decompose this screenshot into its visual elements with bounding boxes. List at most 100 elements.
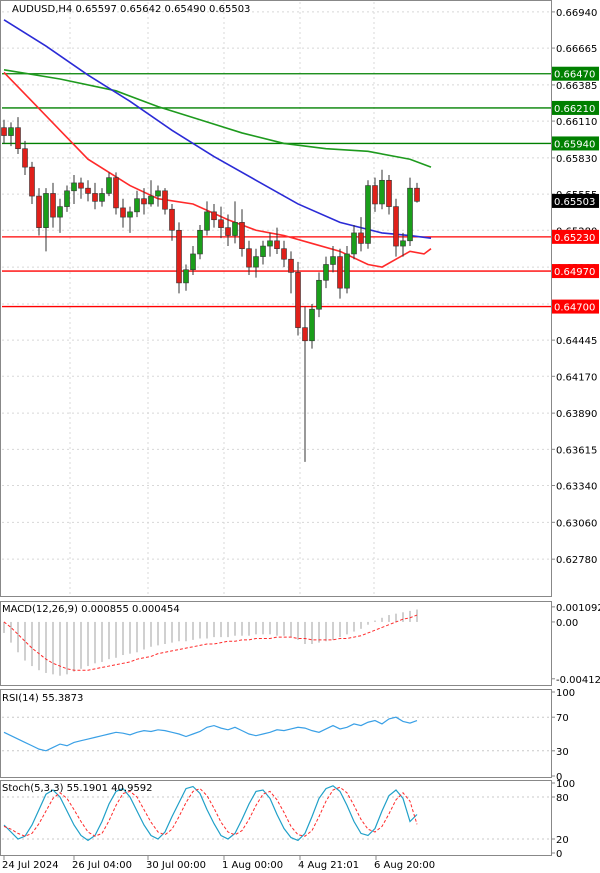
price-tick-label: 0.63615 [556, 445, 597, 456]
candle-body-down [274, 240, 280, 249]
candle-body-down [295, 272, 301, 328]
rsi-panel: 100 70 30 0 [2, 688, 575, 783]
price-tick-label: 0.66940 [556, 8, 597, 19]
candle-body-up [155, 190, 161, 197]
candle-body-down [120, 207, 126, 218]
horizontal-levels: 0.66470 0.66210 0.65940 0.65230 0.64970 0.647… [2, 66, 599, 314]
candle-body-up [197, 229, 203, 255]
level-label-box [552, 136, 599, 151]
candle-body-down [15, 127, 21, 150]
stoch-k-line [3, 785, 418, 842]
candle-body-down [218, 219, 224, 228]
candle-body-up [351, 232, 357, 255]
stoch-panel: 100 80 20 0 [2, 779, 575, 860]
candle-body-up [400, 240, 406, 247]
candle-body-down [36, 195, 42, 228]
price-panel-frame [0, 0, 552, 597]
level-label-box [552, 264, 599, 279]
candle-body-up [8, 127, 14, 136]
level-label: 0.66470 [554, 70, 595, 81]
candle-body-down [239, 222, 245, 249]
candle-body-down [414, 187, 420, 202]
candle-body-down [113, 177, 119, 209]
candle-body-up [190, 253, 196, 271]
price-axis-ticks: 0.66940 0.66665 0.66385 0.66110 0.65830 0.655… [551, 8, 597, 566]
candle-body-down [386, 179, 392, 207]
panel-tick-label: 0 [556, 772, 562, 783]
rsi-header: RSI(14) 55.3873 [2, 693, 83, 704]
candle-body-up [127, 211, 133, 218]
current-price-box [552, 193, 599, 208]
level-label-box [552, 299, 599, 314]
macd-header: MACD(12,26,9) 0.000855 0.000454 [2, 604, 180, 615]
candle-body-up [330, 256, 336, 265]
candle-body-up [407, 187, 413, 242]
panel-tick-label: 100 [556, 779, 575, 790]
stoch-header: Stoch(5,3,3) 55.1901 40.9592 [2, 783, 153, 794]
level-label: 0.64970 [554, 267, 595, 278]
candle-body-down [169, 208, 175, 231]
candle-body-down [281, 248, 287, 260]
level-label-box [552, 66, 599, 81]
panel-tick-label: 0.001092 [556, 603, 600, 614]
time-tick-label: 1 Aug 00:00 [222, 860, 283, 871]
candle-body-up [344, 253, 350, 289]
panel-tick-label: 80 [556, 793, 569, 804]
blue-ma-line [3, 19, 432, 239]
candle-body-up [267, 240, 273, 247]
panel-tick-label: 100 [556, 688, 575, 699]
candle-body-down [92, 193, 98, 202]
level-label: 0.65940 [554, 139, 595, 150]
candle-body-up [260, 245, 266, 257]
panel-tick-label: 70 [556, 713, 569, 724]
time-tick-label: 6 Aug 20:00 [374, 860, 435, 871]
candle-body-down [393, 206, 399, 247]
symbol-header: AUDUSD,H4 0.65597 0.65642 0.65490 0.6550… [12, 4, 250, 15]
current-price-marker: 0.65503 [552, 193, 599, 208]
candle-body-up [148, 195, 154, 205]
price-tick-label: 0.62780 [556, 555, 597, 566]
candlesticks [1, 117, 420, 462]
price-tick-label: 0.66385 [556, 81, 597, 92]
level-label: 0.64700 [554, 303, 595, 314]
current-price-label: 0.65503 [554, 197, 595, 208]
candle-body-down [302, 327, 308, 342]
rsi-panel-frame [0, 689, 552, 778]
candle-body-down [337, 256, 343, 289]
candle-body-down [176, 229, 182, 284]
candle-body-down [29, 166, 35, 197]
candle-body-down [50, 193, 56, 218]
panel-tick-label: 30 [556, 747, 569, 758]
panel-tick-label: -0.004122 [556, 675, 600, 686]
price-tick-label: 0.64445 [556, 336, 597, 347]
candle-body-down [22, 148, 28, 168]
candle-body-down [141, 198, 147, 205]
candle-body-up [323, 264, 329, 281]
candle-body-down [1, 127, 7, 136]
candle-body-down [246, 248, 252, 268]
rsi-line [3, 716, 418, 752]
candle-body-up [106, 177, 112, 194]
price-tick-label: 0.66110 [556, 117, 597, 128]
candle-body-up [71, 182, 77, 192]
candle-body-down [372, 185, 378, 205]
candle-body-down [358, 232, 364, 244]
time-tick-label: 24 Jul 2024 [2, 860, 59, 871]
level-label-box [552, 229, 599, 244]
panel-tick-label: 0 [556, 849, 562, 860]
time-tick-label: 4 Aug 21:01 [298, 860, 359, 871]
time-tick-label: 26 Jul 04:00 [72, 860, 132, 871]
candle-body-up [232, 222, 238, 236]
stoch-d-line [3, 786, 418, 837]
time-axis: 24 Jul 2024 26 Jul 04:00 30 Jul 00:00 1 Aug… [2, 856, 435, 871]
candle-body-up [64, 190, 70, 207]
level-label-box [552, 100, 599, 115]
level-label: 0.66210 [554, 104, 595, 115]
candle-body-up [316, 279, 322, 310]
candle-body-up [253, 256, 259, 268]
candle-body-up [99, 193, 105, 202]
candle-body-down [78, 182, 84, 189]
candle-body-down [211, 211, 217, 221]
price-tick-label: 0.65830 [556, 154, 597, 165]
candle-body-down [225, 227, 231, 236]
